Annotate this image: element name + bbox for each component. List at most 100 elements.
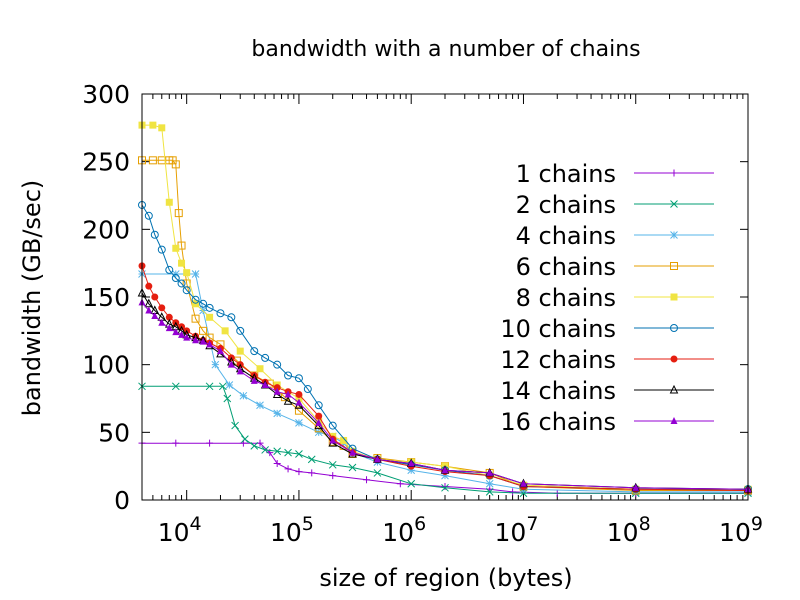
data-point — [177, 279, 186, 288]
x-tick-base: 10 — [495, 518, 527, 547]
data-point — [239, 391, 248, 400]
data-point — [150, 230, 159, 239]
series-line — [142, 385, 748, 494]
legend-swatch-marker — [670, 324, 678, 332]
data-point — [178, 259, 186, 267]
data-point — [216, 309, 225, 318]
data-point — [485, 488, 494, 496]
x-tick-exponent: 7 — [526, 513, 538, 535]
legend-swatch-marker — [670, 355, 678, 363]
data-point — [191, 295, 200, 304]
data-point — [519, 479, 527, 487]
data-point — [284, 448, 292, 457]
data-point — [373, 455, 381, 463]
data-point — [261, 380, 269, 388]
data-point — [236, 347, 244, 355]
legend-item: 16 chains — [500, 408, 714, 436]
x-tick-exponent: 6 — [414, 513, 426, 535]
data-point — [407, 459, 415, 467]
data-point — [236, 326, 245, 335]
legend-item: 2 chains — [516, 191, 714, 219]
data-point — [294, 406, 303, 415]
data-point — [396, 480, 404, 488]
data-point — [273, 409, 282, 418]
data-point — [171, 274, 180, 283]
legend-swatch-marker — [670, 262, 678, 270]
data-point — [315, 412, 323, 420]
data-point — [283, 396, 293, 405]
legend-item: 10 chains — [500, 315, 714, 343]
data-point — [236, 367, 244, 375]
data-point — [486, 468, 494, 476]
data-point — [328, 460, 337, 469]
data-point — [165, 198, 173, 206]
legend-label: 8 chains — [516, 284, 616, 312]
y-tick-label: 150 — [82, 283, 130, 312]
data-point — [485, 479, 494, 488]
data-point — [158, 124, 166, 132]
data-point — [171, 270, 180, 278]
data-point — [273, 384, 281, 392]
data-point — [273, 447, 282, 456]
data-point — [250, 442, 259, 450]
data-point — [295, 390, 303, 398]
data-point — [192, 300, 200, 308]
legend-swatch-marker — [669, 384, 679, 394]
legend-label: 12 chains — [500, 346, 616, 374]
x-tick-base: 10 — [607, 518, 639, 547]
legend-swatch-marker — [670, 169, 678, 177]
data-point — [191, 270, 200, 278]
data-point — [206, 313, 214, 321]
x-tick-exponent: 9 — [751, 513, 763, 535]
data-point — [191, 314, 200, 323]
data-point — [148, 156, 157, 165]
legend-item: 4 chains — [516, 222, 714, 250]
data-point — [205, 303, 214, 312]
data-point — [303, 385, 312, 394]
x-tick-label: 106 — [382, 513, 426, 547]
data-point — [284, 371, 293, 380]
data-point — [294, 374, 303, 383]
data-point — [206, 340, 214, 348]
data-point — [295, 468, 303, 476]
data-point — [284, 465, 292, 473]
data-point — [295, 395, 303, 402]
data-point — [172, 439, 180, 447]
data-point — [363, 476, 371, 484]
x-tick-label: 104 — [158, 513, 202, 547]
x-axis-label: size of region (bytes) — [319, 564, 572, 592]
data-point — [165, 265, 174, 274]
data-point — [314, 428, 323, 437]
data-point — [273, 387, 281, 395]
data-point — [273, 459, 281, 467]
y-tick-label: 100 — [82, 351, 130, 380]
data-point — [145, 282, 153, 290]
data-point — [165, 313, 173, 321]
data-point — [308, 469, 316, 477]
data-point — [227, 313, 236, 322]
data-point — [144, 211, 153, 220]
data-point — [183, 269, 191, 277]
legend-item: 6 chains — [516, 253, 714, 281]
data-point — [199, 337, 207, 345]
data-point — [231, 421, 239, 430]
data-point — [183, 333, 191, 341]
data-point — [199, 326, 208, 335]
y-tick-label: 200 — [82, 215, 130, 244]
legend-item: 14 chains — [500, 377, 714, 405]
legend-swatch-marker — [670, 293, 678, 301]
legend-label: 4 chains — [516, 222, 616, 250]
x-tick-exponent: 4 — [190, 513, 202, 535]
data-point — [192, 336, 200, 344]
data-point — [250, 347, 259, 356]
data-point — [165, 324, 173, 332]
data-point — [256, 365, 264, 373]
data-point — [441, 483, 449, 492]
data-point — [216, 347, 224, 355]
data-point — [227, 360, 235, 368]
series-line — [141, 204, 748, 490]
x-tick-label: 107 — [495, 513, 539, 547]
x-tick-base: 10 — [158, 518, 190, 547]
